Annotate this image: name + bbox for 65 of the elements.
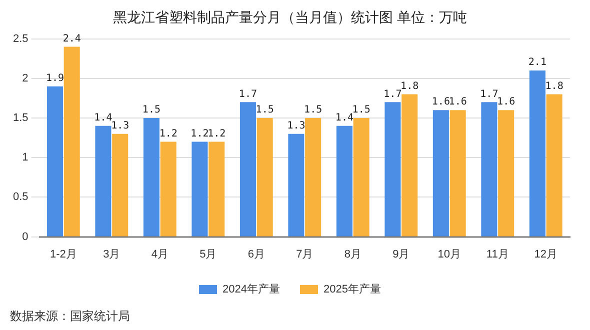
bar xyxy=(353,118,370,236)
data-label: 1.4 xyxy=(94,112,112,124)
data-label: 1.5 xyxy=(352,104,370,116)
data-label: 1.7 xyxy=(384,88,402,100)
bar xyxy=(288,134,304,236)
x-tick-label: 12月 xyxy=(534,248,558,260)
data-label: 1.5 xyxy=(142,104,160,116)
data-label: 1.4 xyxy=(335,112,354,124)
bar xyxy=(95,126,112,236)
x-tick-label: 6月 xyxy=(248,248,265,260)
bar xyxy=(240,102,256,236)
data-label: 1.8 xyxy=(400,80,419,92)
data-label: 1.6 xyxy=(448,96,467,108)
data-label: 1.6 xyxy=(497,96,516,108)
bar xyxy=(546,94,562,236)
y-tick-label: 2 xyxy=(22,72,28,84)
y-tick-label: 1 xyxy=(22,152,28,164)
data-label: 1.7 xyxy=(480,88,498,100)
chart-title: 黑龙江省塑料制品产量分月（当月值）统计图 单位：万吨 xyxy=(112,10,468,26)
x-tick-label: 3月 xyxy=(103,248,120,260)
bar xyxy=(112,134,128,236)
bar xyxy=(305,118,322,236)
x-tick-label: 1-2月 xyxy=(50,248,77,260)
data-label: 1.3 xyxy=(287,120,306,132)
bar xyxy=(450,110,466,236)
x-tick-label: 9月 xyxy=(392,248,410,260)
data-label: 2.4 xyxy=(62,33,81,44)
bar xyxy=(384,102,401,236)
data-label: 1.2 xyxy=(190,128,209,140)
x-tick-label: 11月 xyxy=(486,248,509,260)
x-tick-label: 4月 xyxy=(151,248,168,260)
y-tick-label: 0.5 xyxy=(12,191,28,204)
bar xyxy=(46,86,63,236)
bar xyxy=(481,102,498,236)
data-label: 1.2 xyxy=(159,128,178,140)
source-note: 数据来源：国家统计局 xyxy=(10,308,130,325)
bar xyxy=(256,118,273,236)
x-tick-label: 7月 xyxy=(296,248,314,260)
data-label: 2.1 xyxy=(528,57,546,68)
data-label: 1.9 xyxy=(46,72,64,84)
data-label: 1.5 xyxy=(256,104,274,116)
x-tick-label: 8月 xyxy=(344,248,362,260)
bar xyxy=(402,94,418,236)
bar xyxy=(64,46,80,236)
bar xyxy=(529,70,546,236)
bar xyxy=(432,110,449,236)
data-label: 1.3 xyxy=(111,120,130,132)
legend-label: 2025年产量 xyxy=(324,282,381,296)
bar xyxy=(143,118,160,236)
data-label: 1.5 xyxy=(304,104,322,116)
data-label: 1.8 xyxy=(545,80,564,92)
data-label: 1.7 xyxy=(238,88,257,100)
bar xyxy=(498,110,514,236)
legend-label: 2024年产量 xyxy=(222,282,280,296)
data-label: 1.6 xyxy=(432,96,450,108)
bar xyxy=(160,142,176,236)
bar xyxy=(336,126,352,236)
data-label: 1.2 xyxy=(208,128,226,140)
x-tick-label: 10月 xyxy=(438,248,462,260)
y-tick-label: 2.5 xyxy=(12,32,28,45)
y-tick-label: 0 xyxy=(22,230,28,243)
y-tick-label: 1.5 xyxy=(12,112,28,124)
x-tick-label: 5月 xyxy=(200,248,217,260)
bar xyxy=(208,142,225,236)
bar xyxy=(192,142,208,236)
